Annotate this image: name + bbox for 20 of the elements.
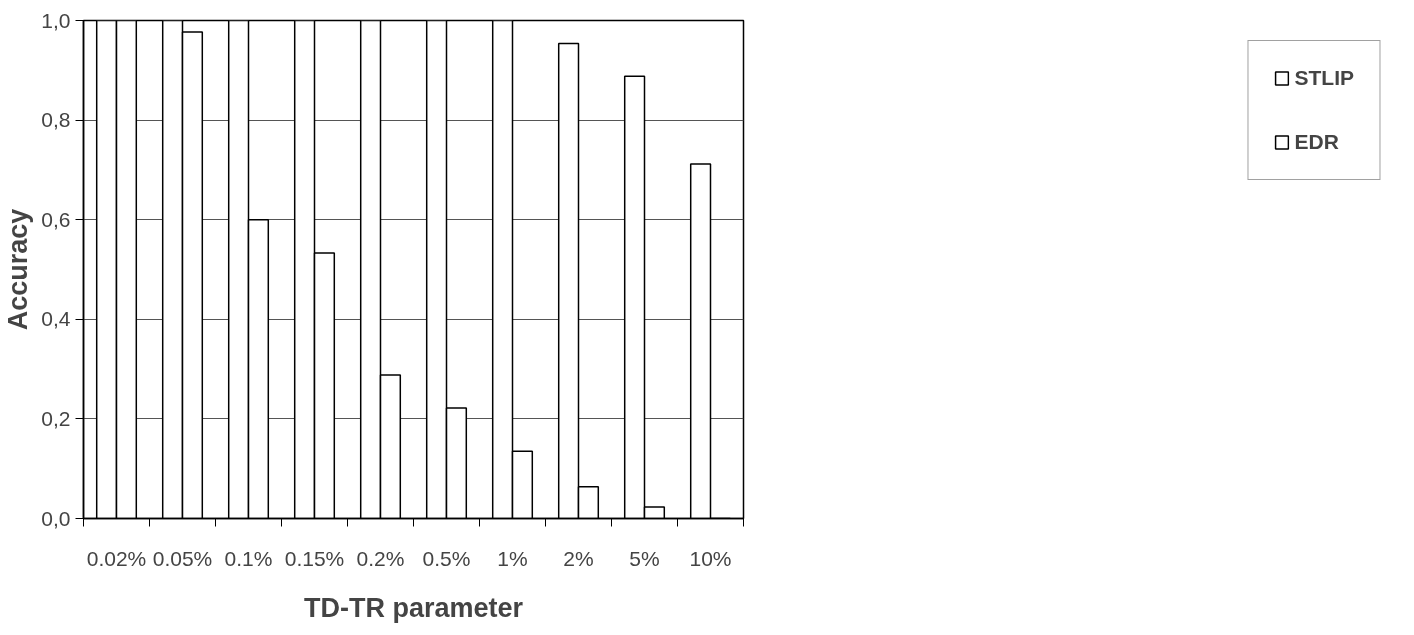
x-tick-label: 10% (689, 546, 732, 570)
y-tick-label: 1,0 (41, 8, 71, 32)
x-tick-label: 0.1% (224, 546, 273, 570)
x-tick-label: 0.2% (356, 546, 405, 570)
y-tick-label: 0,8 (41, 108, 71, 132)
x-tick-label: 0.02% (86, 546, 147, 570)
y-tick-label: 0,6 (41, 207, 71, 231)
x-axis-title: TD-TR parameter (303, 592, 524, 623)
y-tick-label: 0,4 (41, 307, 71, 331)
legend-label: EDR (1294, 130, 1339, 154)
legend-label: STLIP (1294, 66, 1354, 90)
x-tick-label: 0.15% (284, 546, 345, 570)
x-tick-label: 0.05% (152, 546, 213, 570)
x-tick-label: 1% (497, 546, 528, 570)
y-axis-title: Accuracy (3, 208, 34, 331)
y-tick-label: 0,0 (41, 506, 71, 530)
x-tick-label: 5% (629, 546, 660, 570)
x-tick-label: 0.5% (422, 546, 471, 570)
x-tick-label: 2% (563, 546, 594, 570)
y-tick-label: 0,2 (41, 406, 71, 430)
